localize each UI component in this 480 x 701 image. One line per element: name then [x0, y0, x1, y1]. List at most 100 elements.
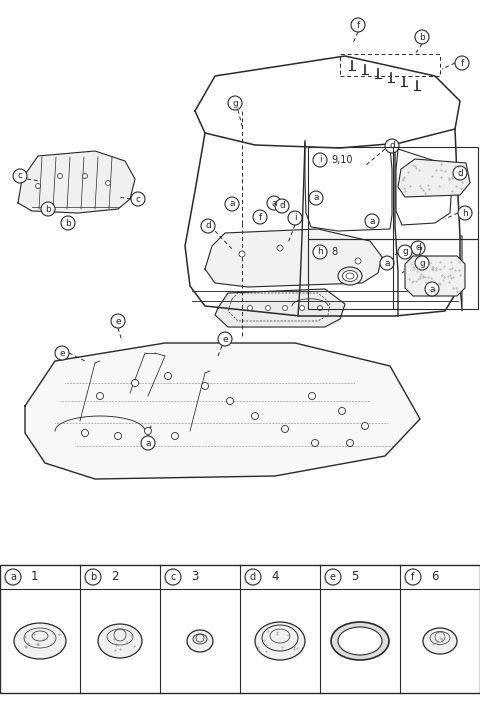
Polygon shape [25, 343, 420, 479]
Circle shape [275, 199, 289, 213]
Text: c: c [170, 572, 176, 582]
Text: f: f [258, 212, 262, 222]
Text: d: d [415, 243, 421, 252]
Text: c: c [17, 172, 23, 180]
Text: f: f [356, 20, 360, 29]
Circle shape [131, 192, 145, 206]
Text: a: a [229, 200, 235, 208]
Circle shape [248, 306, 252, 311]
Circle shape [5, 569, 21, 585]
Circle shape [41, 202, 55, 216]
Text: a: a [384, 259, 390, 268]
Circle shape [227, 397, 233, 404]
Polygon shape [18, 151, 135, 213]
Circle shape [309, 191, 323, 205]
Text: b: b [45, 205, 51, 214]
Circle shape [85, 569, 101, 585]
Ellipse shape [98, 624, 142, 658]
Ellipse shape [255, 622, 305, 660]
Circle shape [425, 282, 439, 296]
Circle shape [202, 383, 208, 390]
Text: 9,10: 9,10 [331, 155, 352, 165]
Text: g: g [419, 259, 425, 268]
Text: i: i [319, 156, 321, 165]
Ellipse shape [338, 267, 362, 285]
Polygon shape [215, 289, 345, 327]
Circle shape [380, 256, 394, 270]
Circle shape [141, 436, 155, 450]
Circle shape [83, 174, 87, 179]
Circle shape [144, 428, 152, 435]
Circle shape [165, 372, 171, 379]
Text: b: b [90, 572, 96, 582]
Circle shape [245, 569, 261, 585]
Circle shape [415, 30, 429, 44]
Text: h: h [317, 247, 323, 257]
Circle shape [385, 139, 399, 153]
Circle shape [338, 407, 346, 414]
Circle shape [281, 426, 288, 433]
Text: 1: 1 [31, 571, 38, 583]
Circle shape [13, 169, 27, 183]
Circle shape [288, 211, 302, 225]
Circle shape [453, 166, 467, 180]
Polygon shape [398, 159, 470, 197]
Ellipse shape [187, 630, 213, 652]
Text: a: a [429, 285, 435, 294]
Circle shape [165, 569, 181, 585]
Circle shape [96, 393, 104, 400]
Circle shape [319, 248, 325, 254]
Text: a: a [145, 439, 151, 447]
Circle shape [111, 314, 125, 328]
Circle shape [309, 393, 315, 400]
Circle shape [455, 56, 469, 70]
Text: d: d [250, 572, 256, 582]
Circle shape [58, 174, 62, 179]
Circle shape [313, 245, 327, 259]
Circle shape [415, 256, 429, 270]
Text: 6: 6 [431, 571, 439, 583]
Circle shape [106, 180, 110, 186]
Text: a: a [369, 217, 375, 226]
Text: 2: 2 [111, 571, 119, 583]
Text: g: g [402, 247, 408, 257]
Text: a: a [10, 572, 16, 582]
Text: 7: 7 [416, 247, 422, 257]
Bar [308, 239, 478, 309]
Text: d: d [457, 168, 463, 177]
Circle shape [115, 433, 121, 440]
Circle shape [351, 18, 365, 32]
Circle shape [201, 219, 215, 233]
Circle shape [252, 412, 259, 419]
Ellipse shape [423, 628, 457, 654]
Circle shape [361, 423, 369, 430]
Circle shape [55, 346, 69, 360]
Circle shape [228, 96, 242, 110]
Circle shape [239, 251, 245, 257]
Circle shape [313, 153, 327, 167]
Circle shape [265, 306, 271, 311]
Circle shape [405, 569, 421, 585]
Bar [308, 147, 478, 239]
Text: f: f [460, 58, 464, 67]
Circle shape [253, 210, 267, 224]
Text: d: d [279, 201, 285, 210]
Text: i: i [294, 214, 296, 222]
Text: 5: 5 [351, 571, 359, 583]
Text: c: c [135, 194, 141, 203]
Circle shape [277, 245, 283, 251]
Bar [0, 565, 480, 693]
Text: 3: 3 [191, 571, 198, 583]
Ellipse shape [14, 623, 66, 659]
Text: 4: 4 [271, 571, 278, 583]
Text: e: e [330, 572, 336, 582]
Circle shape [171, 433, 179, 440]
Circle shape [355, 258, 361, 264]
Text: h: h [462, 208, 468, 217]
Text: 8: 8 [331, 247, 337, 257]
Text: f: f [411, 572, 415, 582]
Text: a: a [271, 198, 277, 207]
Text: b: b [65, 219, 71, 228]
Ellipse shape [338, 627, 382, 655]
Circle shape [61, 216, 75, 230]
